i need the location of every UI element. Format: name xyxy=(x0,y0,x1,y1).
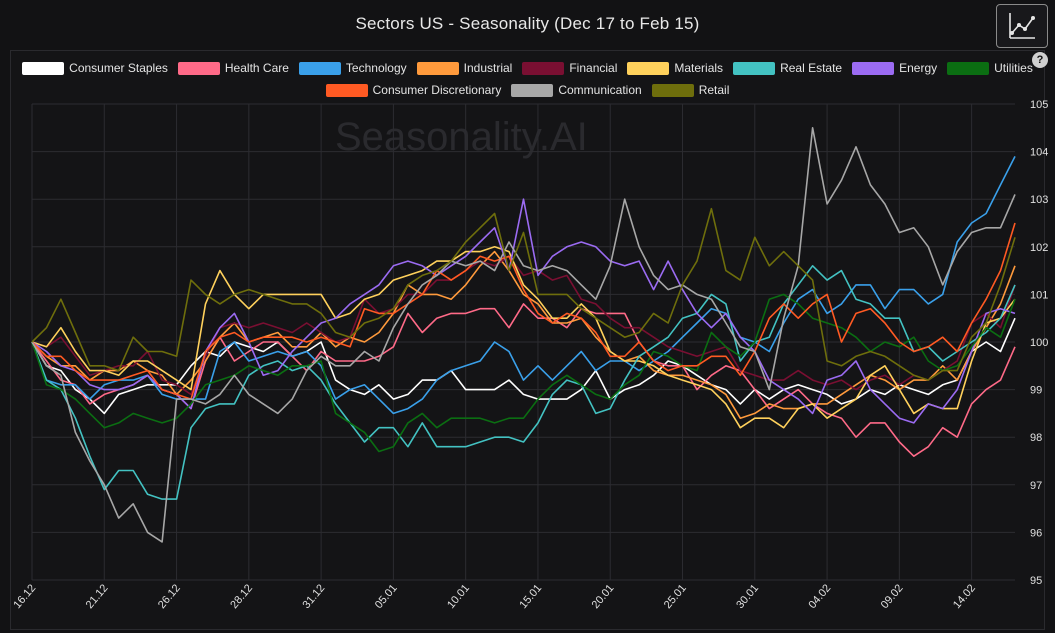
legend-label: Materials xyxy=(674,61,724,75)
x-tick-label: 20.01 xyxy=(590,582,617,611)
chart-title: Sectors US - Seasonality (Dec 17 to Feb … xyxy=(355,14,700,33)
line-chart-icon xyxy=(1009,13,1035,39)
x-tick-label: 10.01 xyxy=(445,582,472,611)
legend-swatch xyxy=(522,61,565,75)
legend-label: Consumer Staples xyxy=(69,61,168,75)
legend-label: Retail xyxy=(698,83,730,97)
x-tick-label: 15.01 xyxy=(517,582,544,611)
watermark: Seasonality.AI xyxy=(335,115,588,159)
legend-item-consumer-staples[interactable]: Consumer Staples xyxy=(22,61,168,75)
x-tick-label: 26.12 xyxy=(156,582,183,611)
series-line-materials[interactable] xyxy=(31,246,1016,429)
legend-item-technology[interactable]: Technology xyxy=(298,61,407,75)
legend-swatch xyxy=(298,61,341,75)
help-button[interactable]: ? xyxy=(1032,52,1048,68)
x-tick-label: 31.12 xyxy=(301,582,328,611)
y-tick-label: 95 xyxy=(1030,575,1042,587)
legend-label: Financial xyxy=(569,61,618,75)
legend-swatch xyxy=(947,61,990,75)
legend-label: Energy xyxy=(899,61,938,75)
legend-item-utilities[interactable]: Utilities xyxy=(947,61,1033,75)
legend-swatch xyxy=(733,61,776,75)
x-tick-label: 09.02 xyxy=(879,582,906,611)
legend-item-communication[interactable]: Communication xyxy=(511,83,642,97)
series-line-real-estate[interactable] xyxy=(31,264,1016,500)
y-tick-label: 98 xyxy=(1030,432,1042,444)
legend-item-energy[interactable]: Energy xyxy=(852,61,937,75)
grid-lines xyxy=(31,103,1015,581)
series-line-consumer-discretionary[interactable] xyxy=(31,222,1016,400)
x-tick-label: 05.01 xyxy=(373,582,400,611)
legend-label: Communication xyxy=(558,83,642,97)
x-tick-label: 25.01 xyxy=(662,582,689,611)
series-line-communication[interactable] xyxy=(31,127,1016,543)
legend-swatch xyxy=(627,61,670,75)
x-tick-label: 21.12 xyxy=(84,582,111,611)
chart-type-button[interactable] xyxy=(996,4,1048,48)
y-tick-label: 99 xyxy=(1030,385,1042,397)
x-tick-label: 14.02 xyxy=(951,582,978,611)
x-tick-label: 28.12 xyxy=(228,582,255,611)
legend-item-industrial[interactable]: Industrial xyxy=(416,61,513,75)
series-line-energy[interactable] xyxy=(31,198,1016,424)
legend-item-retail[interactable]: Retail xyxy=(651,83,730,97)
y-tick-label: 105 xyxy=(1030,99,1048,111)
y-tick-label: 97 xyxy=(1030,480,1042,492)
y-tick-label: 102 xyxy=(1030,242,1048,254)
y-tick-label: 101 xyxy=(1030,289,1048,301)
legend-item-financial[interactable]: Financial xyxy=(522,61,617,75)
legend-row: Consumer Discretionary Communication Retai… xyxy=(0,79,1055,101)
x-tick-label: 30.01 xyxy=(734,582,761,611)
series-line-industrial[interactable] xyxy=(31,250,1016,420)
legend-swatch xyxy=(651,83,694,97)
legend-label: Health Care xyxy=(224,61,289,75)
legend-label: Consumer Discretionary xyxy=(372,83,502,97)
y-tick-label: 100 xyxy=(1030,337,1048,349)
legend-swatch xyxy=(325,83,368,97)
legend-swatch xyxy=(852,61,895,75)
y-tick-label: 103 xyxy=(1030,194,1048,206)
legend-item-health-care[interactable]: Health Care xyxy=(177,61,289,75)
legend-label: Industrial xyxy=(463,61,513,75)
y-tick-label: 96 xyxy=(1030,527,1042,539)
legend-swatch xyxy=(177,61,220,75)
legend: Consumer Staples Health Care Technology Ind… xyxy=(0,57,1055,101)
y-tick-label: 104 xyxy=(1030,147,1048,159)
series-line-retail[interactable] xyxy=(31,207,1016,381)
legend-item-real-estate[interactable]: Real Estate xyxy=(733,61,842,75)
x-axis-ticks: 16.12 21.12 26.12 28.12 31.12 05.01 10.01 15.01… xyxy=(11,582,978,611)
legend-label: Technology xyxy=(345,61,407,75)
series-line-utilities[interactable] xyxy=(31,293,1016,453)
legend-swatch xyxy=(416,61,459,75)
y-axis-ticks: 95 96 97 98 99 100 101 102 103 104 105 xyxy=(1030,99,1048,587)
legend-label: Utilities xyxy=(994,61,1033,75)
legend-item-materials[interactable]: Materials xyxy=(627,61,723,75)
legend-row: Consumer Staples Health Care Technology Ind… xyxy=(0,57,1055,79)
legend-swatch xyxy=(22,61,65,75)
series-lines xyxy=(31,127,1016,543)
x-tick-label: 04.02 xyxy=(806,582,833,611)
legend-swatch xyxy=(511,83,554,97)
legend-label: Real Estate xyxy=(780,61,843,75)
plot-panel xyxy=(10,50,1045,630)
legend-item-consumer-discretionary[interactable]: Consumer Discretionary xyxy=(325,83,502,97)
series-line-financial[interactable] xyxy=(31,255,1016,396)
x-tick-label: 16.12 xyxy=(11,582,38,611)
